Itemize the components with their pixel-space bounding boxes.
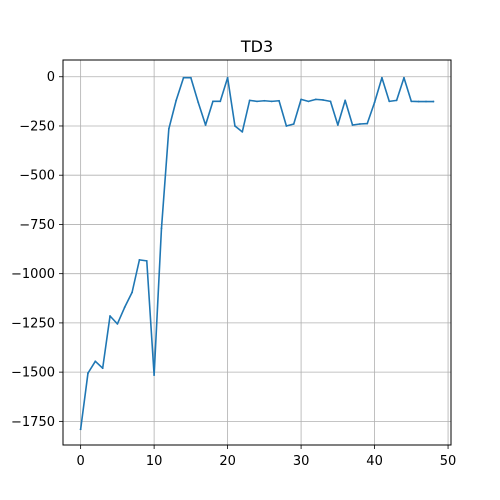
data-point — [373, 101, 376, 104]
data-point — [94, 360, 97, 363]
y-tick-label: −750 — [19, 218, 55, 233]
chart-title: TD3 — [240, 37, 273, 56]
data-point — [351, 124, 354, 126]
data-point — [138, 258, 141, 261]
data-point — [263, 99, 266, 102]
ticks — [59, 76, 449, 449]
data-point — [219, 100, 222, 103]
y-tick-label: −500 — [19, 169, 55, 184]
y-tick-label: −1750 — [11, 415, 55, 430]
data-point — [307, 100, 310, 103]
data-point — [432, 100, 435, 103]
data-point — [160, 227, 163, 230]
data-point — [278, 99, 280, 102]
data-point — [417, 100, 420, 103]
y-tick-label: −1250 — [11, 316, 55, 331]
x-tick-label: 0 — [76, 454, 84, 469]
x-tick-label: 10 — [146, 454, 163, 469]
data-point — [381, 76, 383, 79]
data-point — [314, 98, 317, 101]
y-tick-label: 0 — [47, 70, 55, 85]
data-point — [256, 100, 258, 103]
data-point — [248, 99, 251, 102]
data-point — [358, 123, 361, 125]
tick-labels: 0 10 20 30 40 50 0 −250 −500 −750 −1000 −1250 −1500 −… — [11, 70, 456, 469]
data-point — [175, 99, 178, 102]
data-point — [234, 125, 236, 127]
data-point — [270, 100, 273, 103]
data-point — [87, 372, 89, 375]
series-layer — [79, 76, 435, 431]
data-point — [197, 101, 200, 104]
data-point — [300, 98, 302, 101]
data-point — [182, 76, 185, 79]
x-tick-label: 30 — [293, 454, 310, 469]
axes-frame — [62, 59, 452, 446]
data-point — [109, 315, 111, 317]
data-point — [79, 428, 82, 431]
y-tick-label: −1000 — [11, 267, 55, 282]
data-point — [145, 259, 148, 262]
data-point — [189, 76, 192, 79]
data-point — [116, 322, 119, 325]
data-point — [388, 100, 391, 103]
data-point — [366, 122, 369, 125]
data-point — [212, 100, 214, 103]
data-point — [285, 125, 288, 127]
data-point — [241, 130, 244, 133]
y-tick-label: −250 — [19, 119, 55, 134]
x-tick-label: 40 — [366, 454, 383, 469]
data-point — [344, 99, 347, 102]
grid — [63, 60, 451, 445]
data-point — [329, 100, 332, 103]
data-point — [336, 124, 339, 126]
x-tick-label: 20 — [219, 454, 236, 469]
data-point — [322, 99, 325, 101]
data-point — [226, 76, 229, 79]
data-point — [101, 367, 104, 370]
data-point — [410, 100, 413, 103]
data-point — [403, 76, 405, 79]
x-tick-label: 50 — [440, 454, 457, 469]
data-point — [425, 100, 427, 103]
data-point — [395, 99, 398, 102]
data-point — [131, 291, 133, 294]
data-point — [123, 306, 126, 309]
data-point — [153, 374, 156, 376]
data-point — [204, 124, 207, 126]
y-tick-label: −1500 — [11, 366, 55, 381]
data-point — [292, 123, 295, 125]
data-point — [167, 128, 170, 130]
